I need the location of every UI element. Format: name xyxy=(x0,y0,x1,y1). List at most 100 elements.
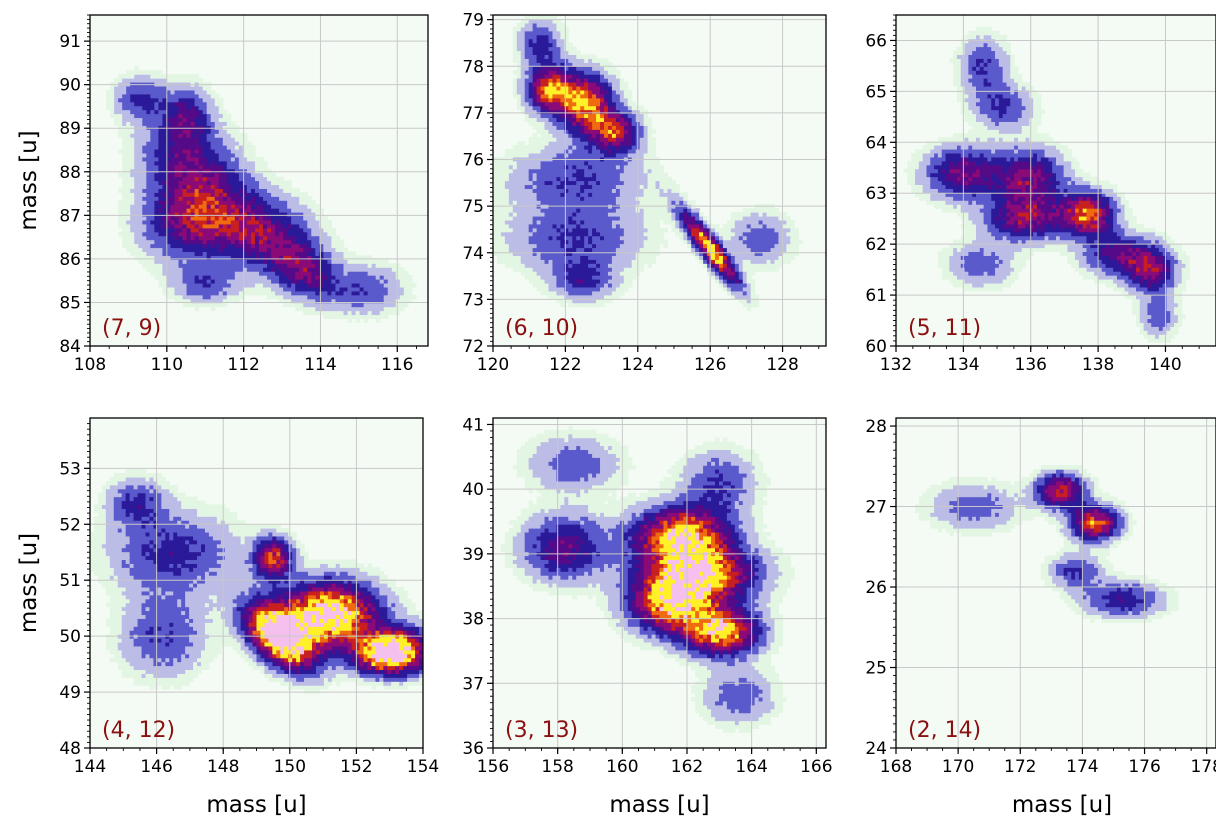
heatmap-cell xyxy=(134,224,139,229)
heatmap-cell xyxy=(130,208,135,213)
heatmap-cell xyxy=(556,169,561,174)
heatmap-cell xyxy=(576,106,581,111)
heatmap-cell xyxy=(600,224,605,229)
heatmap-cell xyxy=(227,129,232,134)
heatmap-cell xyxy=(263,200,268,205)
heatmap-cell xyxy=(505,196,510,201)
heatmap-cell xyxy=(545,110,550,115)
heatmap-cell xyxy=(187,78,192,83)
heatmap-cell xyxy=(195,267,200,272)
heatmap-cell xyxy=(179,263,184,268)
heatmap-cell xyxy=(624,283,629,288)
heatmap-cell xyxy=(299,259,304,264)
heatmap-cell xyxy=(588,173,593,178)
heatmap-cell xyxy=(612,228,617,233)
heatmap-cell xyxy=(199,236,204,241)
heatmap-cell xyxy=(154,263,159,268)
heatmap-cell xyxy=(235,137,240,142)
heatmap-cell xyxy=(525,236,530,241)
heatmap-cell xyxy=(267,247,272,252)
heatmap-cell xyxy=(568,247,573,252)
heatmap-cell xyxy=(207,220,212,225)
heatmap-cell xyxy=(203,90,208,95)
heatmap-cell xyxy=(525,220,530,225)
heatmap-cell xyxy=(267,169,272,174)
heatmap-cell xyxy=(203,295,208,300)
heatmap-cell xyxy=(299,212,304,217)
heatmap-cell xyxy=(291,251,296,256)
heatmap-cell xyxy=(295,204,300,209)
heatmap-cell xyxy=(537,267,542,272)
heatmap-cell xyxy=(549,54,554,59)
heatmap-cell xyxy=(497,255,502,260)
heatmap-cell xyxy=(311,232,316,237)
heatmap-cell xyxy=(620,208,625,213)
heatmap-cell xyxy=(247,271,252,276)
heatmap-cell xyxy=(315,204,320,209)
heatmap-cell xyxy=(203,208,208,213)
heatmap-cell xyxy=(604,94,609,99)
heatmap-cell xyxy=(231,220,236,225)
heatmap-cell xyxy=(505,259,510,264)
heatmap-cell xyxy=(612,236,617,241)
heatmap-cell xyxy=(315,263,320,268)
heatmap-cell xyxy=(620,212,625,217)
heatmap-cell xyxy=(588,177,593,182)
heatmap-cell xyxy=(283,263,288,268)
heatmap-cell xyxy=(199,283,204,288)
heatmap-cell xyxy=(158,212,163,217)
heatmap-cell xyxy=(175,259,180,264)
heatmap-cell xyxy=(568,184,573,189)
heatmap-cell xyxy=(616,232,621,237)
heatmap-cell xyxy=(497,228,502,233)
heatmap-cell xyxy=(327,303,332,308)
heatmap-cell xyxy=(560,43,565,48)
heatmap-cell xyxy=(263,165,268,170)
heatmap-cell xyxy=(299,251,304,256)
heatmap-cell xyxy=(154,232,159,237)
heatmap-cell xyxy=(352,251,357,256)
heatmap-cell xyxy=(584,283,589,288)
heatmap-cell xyxy=(505,188,510,193)
heatmap-cell xyxy=(291,303,296,308)
heatmap-cell xyxy=(560,141,565,146)
heatmap-cell xyxy=(616,200,621,205)
heatmap-cell xyxy=(195,283,200,288)
heatmap-cell xyxy=(154,196,159,201)
heatmap-cell xyxy=(549,165,554,170)
heatmap-cell xyxy=(203,106,208,111)
heatmap-cell xyxy=(275,271,280,276)
heatmap-cell xyxy=(158,169,163,174)
heatmap-cell xyxy=(525,177,530,182)
heatmap-cell xyxy=(235,129,240,134)
heatmap-cell xyxy=(315,240,320,245)
heatmap-cell xyxy=(142,90,147,95)
heatmap-cell xyxy=(175,169,180,174)
heatmap-cell xyxy=(175,216,180,221)
heatmap-cell xyxy=(339,279,344,284)
heatmap-cell xyxy=(576,145,581,150)
heatmap-cell xyxy=(295,188,300,193)
heatmap-cell xyxy=(179,259,184,264)
heatmap-cell xyxy=(175,184,180,189)
heatmap-cell xyxy=(239,263,244,268)
heatmap-cell xyxy=(138,161,143,166)
heatmap-cell xyxy=(533,70,538,75)
heatmap-cell xyxy=(604,177,609,182)
heatmap-cell xyxy=(576,259,581,264)
heatmap-cell xyxy=(122,188,127,193)
heatmap-cell xyxy=(134,114,139,119)
heatmap-cell xyxy=(549,181,554,186)
heatmap-cell xyxy=(560,283,565,288)
heatmap-cell xyxy=(549,275,554,280)
heatmap-cell xyxy=(552,295,557,300)
heatmap-cell xyxy=(275,240,280,245)
heatmap-cell xyxy=(592,192,597,197)
heatmap-cell xyxy=(537,255,542,260)
heatmap-cell xyxy=(114,94,119,99)
heatmap-cell xyxy=(303,232,308,237)
heatmap-cell xyxy=(187,102,192,107)
heatmap-cell xyxy=(199,303,204,308)
heatmap-cell xyxy=(183,240,188,245)
heatmap-cell xyxy=(183,275,188,280)
